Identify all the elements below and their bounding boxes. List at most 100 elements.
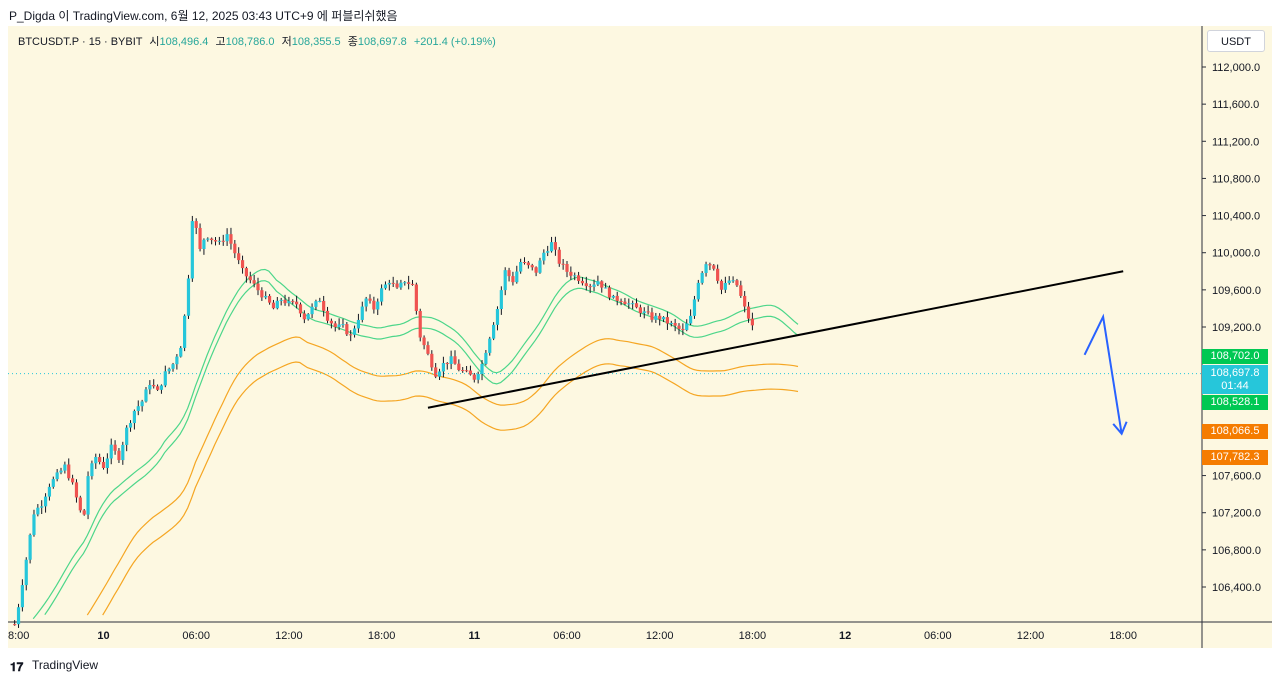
time-tick-label: 18:00 [739, 630, 767, 642]
candle-up [704, 264, 708, 273]
candle-down [302, 313, 306, 320]
candle-up [314, 301, 318, 307]
price-tick-label: 110,800.0 [1212, 173, 1260, 185]
candle-up [352, 328, 357, 335]
candle-down [372, 300, 376, 310]
candle-up [495, 308, 500, 325]
candle-up [225, 234, 229, 242]
candle-down [267, 295, 272, 303]
candle-up [387, 282, 391, 285]
orange-upper-tag: 108,066.5 [1202, 424, 1268, 439]
candle-down [530, 265, 534, 268]
candle-up [310, 306, 314, 315]
candle-up [144, 389, 148, 402]
candle-down [638, 307, 642, 314]
candle-up [727, 280, 731, 284]
upper-band-tag: 108,702.0 [1202, 349, 1268, 364]
candle-down [152, 384, 156, 387]
candle-up [148, 384, 152, 390]
candle-up [16, 607, 21, 625]
candle-down [391, 282, 395, 284]
candle-up [337, 324, 341, 328]
time-tick-label: 06:00 [924, 630, 952, 642]
close-value: 108,697.8 [357, 36, 407, 48]
candle-down [445, 363, 449, 365]
candle-up [132, 410, 136, 424]
candle-down [743, 295, 747, 307]
candle-up [287, 301, 291, 304]
candle-up [171, 364, 175, 369]
price-tick-label: 106,400.0 [1212, 582, 1261, 594]
candle-down [739, 285, 743, 296]
candle-up [723, 283, 727, 290]
candle-down [426, 345, 430, 354]
time-axis-background [8, 622, 1272, 648]
price-chart[interactable]: 106,400.0 106,800.0 107,200.0 107,600.0 109,… [8, 26, 1272, 648]
time-tick-label: 18:00 [368, 630, 396, 642]
candle-up [36, 507, 40, 515]
candle-up [306, 314, 310, 320]
candle-down [260, 290, 264, 298]
candle-down [507, 270, 511, 277]
candle-down [646, 311, 650, 313]
candle-up [136, 406, 140, 411]
candle-up [360, 306, 364, 320]
publish-info: P_Digda 이 TradingView.com, 6월 12, 2025 0… [9, 9, 398, 23]
price-tick-label: 110,000.0 [1212, 248, 1260, 260]
candle-down [750, 318, 754, 326]
candle-down [368, 298, 372, 301]
candle-up [105, 458, 109, 468]
candle-up [476, 373, 480, 380]
price-tick-label: 109,200.0 [1212, 322, 1261, 334]
tradingview-logo-icon[interactable]: 𝟏𝟕 [10, 660, 24, 674]
currency-button[interactable]: USDT [1207, 30, 1265, 52]
candle-down [233, 243, 237, 254]
candle-up [542, 252, 546, 261]
open-label: 시 [149, 36, 160, 48]
candle-down [240, 260, 245, 269]
candle-down [735, 280, 739, 286]
time-tick-label: 06:00 [553, 630, 581, 642]
candle-down [117, 450, 121, 461]
candle-down [569, 271, 573, 276]
candle-up [383, 284, 388, 289]
candle-up [121, 444, 125, 461]
candle-up [376, 301, 380, 310]
candle-up [538, 260, 542, 273]
candle-down [708, 264, 712, 266]
candle-down [252, 280, 256, 284]
candle-down [248, 276, 252, 281]
candle-up [341, 324, 345, 326]
candle-up [140, 401, 144, 407]
candle-up [380, 288, 384, 302]
candle-up [549, 242, 554, 252]
candle-down [557, 249, 561, 264]
candle-up [190, 221, 194, 279]
candle-up [437, 371, 442, 377]
candle-up [43, 496, 48, 507]
candle-up [499, 290, 503, 309]
candle-down [410, 283, 415, 285]
candle-down [271, 302, 276, 309]
candle-down [457, 363, 461, 371]
chart-background [8, 26, 1202, 622]
price-axis[interactable]: 106,400.0 106,800.0 107,200.0 107,600.0 109,… [1202, 62, 1261, 594]
candle-up [279, 299, 283, 301]
candle-up [356, 319, 361, 329]
candle-up [47, 486, 52, 497]
candle-down [113, 444, 117, 451]
candle-down [101, 461, 106, 468]
tradingview-brand[interactable]: TradingView [32, 658, 99, 672]
candle-down [673, 322, 677, 326]
candle-up [125, 427, 129, 445]
candle-down [712, 265, 716, 269]
candle-up [604, 287, 608, 289]
time-axis[interactable]: 8:00 10 06:00 12:00 18:00 11 06:00 12:00 18:00 12… [8, 630, 1137, 642]
chart-pane[interactable]: 106,400.0 106,800.0 107,200.0 107,600.0 109,… [8, 26, 1272, 648]
candle-up [661, 317, 666, 320]
drawings-layer[interactable] [8, 270, 1202, 436]
candle-down [333, 323, 337, 328]
symbol-label[interactable]: BTCUSDT.P · 15 · BYBIT [18, 36, 143, 48]
orange-upper-band [86, 336, 799, 616]
open-value: 108,496.4 [159, 36, 209, 48]
